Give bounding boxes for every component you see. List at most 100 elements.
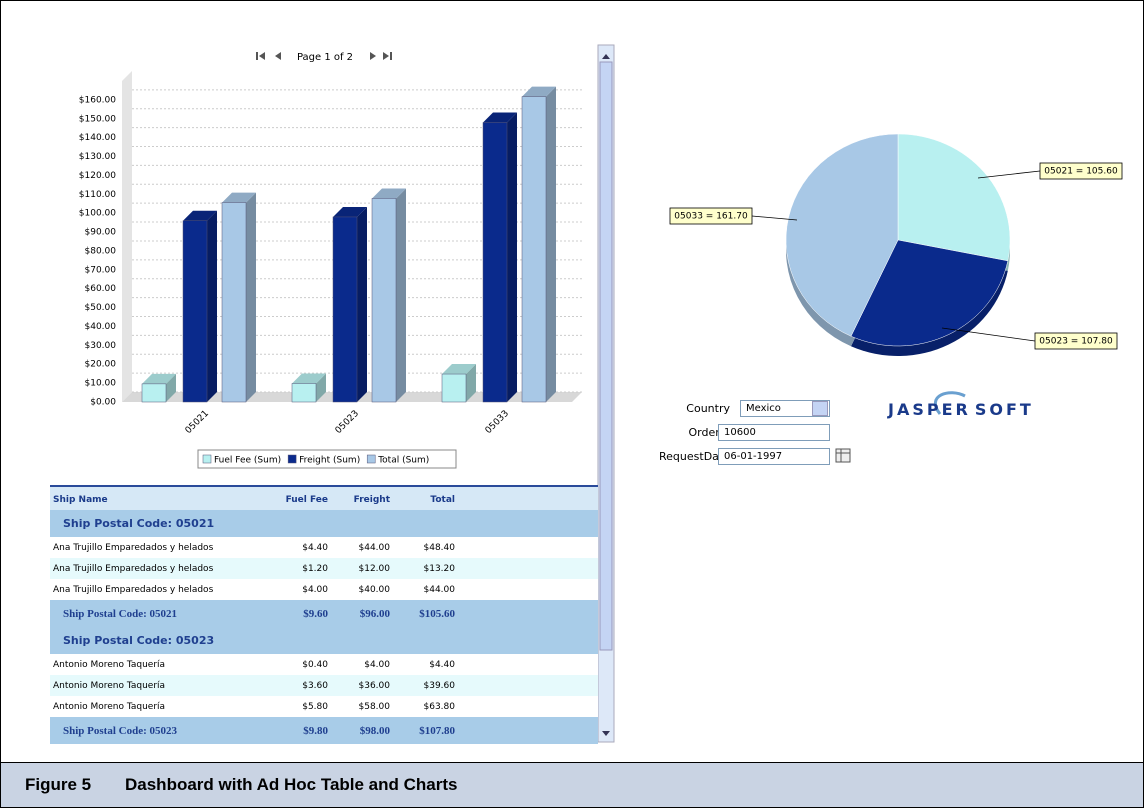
bar-top bbox=[292, 373, 326, 384]
bar-side bbox=[357, 206, 367, 402]
group-footer: Ship Postal Code: 05023 $9.80 $98.00 $107.8… bbox=[50, 717, 598, 744]
bar bbox=[441, 373, 467, 403]
bar bbox=[182, 220, 208, 403]
table-cell: Ana Trujillo Emparedados y helados bbox=[53, 542, 214, 553]
table-cell: $39.60 bbox=[423, 680, 456, 691]
y-tick-label: $0.00 bbox=[90, 398, 116, 408]
table-cell: Fuel Fee bbox=[285, 494, 328, 505]
bar-top bbox=[372, 188, 406, 199]
bar bbox=[332, 216, 358, 403]
logo-swoosh bbox=[933, 391, 966, 415]
table-cell: Total bbox=[430, 494, 455, 505]
scroll-thumb[interactable] bbox=[599, 61, 613, 651]
table-cell: $107.80 bbox=[419, 724, 455, 737]
logo-left: JASPER bbox=[888, 400, 971, 419]
table-cell: $96.00 bbox=[359, 607, 390, 620]
pie-slice bbox=[897, 133, 1011, 262]
table-cell: $13.20 bbox=[423, 563, 456, 574]
bar-top bbox=[522, 86, 556, 97]
legend-label: Total (Sum) bbox=[377, 456, 429, 466]
back-wall bbox=[122, 71, 132, 402]
y-tick-label: $160.00 bbox=[79, 95, 116, 105]
table-header: Ship Name Fuel Fee Freight Total bbox=[50, 485, 598, 512]
bar-side bbox=[166, 373, 176, 402]
y-tick-label: $130.00 bbox=[79, 152, 116, 162]
table-cell: $4.00 bbox=[302, 584, 328, 595]
table-cell: $9.80 bbox=[303, 724, 328, 737]
table-cell: $9.60 bbox=[303, 607, 328, 620]
calendar-icon[interactable] bbox=[835, 448, 851, 463]
pager-icons[interactable] bbox=[256, 52, 392, 60]
legend-swatch bbox=[202, 454, 212, 464]
group-footer: Ship Postal Code: 05021 $9.60 $96.00 $105.6… bbox=[50, 600, 598, 627]
caption-text: Dashboard with Ad Hoc Table and Charts bbox=[125, 775, 458, 794]
y-tick-label: $150.00 bbox=[79, 114, 116, 124]
legend-label: Freight (Sum) bbox=[299, 456, 360, 466]
leader-line bbox=[977, 170, 1041, 179]
table-cell: Antonio Moreno Taquería bbox=[53, 680, 166, 691]
text-input[interactable]: 06-01-1997 bbox=[718, 448, 830, 465]
table-row: Ana Trujillo Emparedados y helados $4.40 $… bbox=[50, 537, 598, 558]
table-row: Antonio Moreno Taquería $5.80 $58.00 $63.80 bbox=[50, 696, 598, 717]
legend-swatch bbox=[366, 454, 376, 464]
table-cell: $40.00 bbox=[358, 584, 391, 595]
bar-top bbox=[333, 206, 367, 217]
bar bbox=[371, 198, 397, 403]
y-tick-label: $120.00 bbox=[79, 171, 116, 181]
y-tick-label: $10.00 bbox=[85, 379, 117, 389]
table-cell: Ship Name bbox=[53, 494, 108, 505]
caption: Figure 5 Dashboard with Ad Hoc Table and… bbox=[0, 762, 1144, 808]
scroll-up[interactable] bbox=[602, 54, 610, 59]
table-cell: $63.80 bbox=[423, 701, 456, 712]
text-input[interactable]: 10600 bbox=[718, 424, 830, 441]
logo: JASPER SOFT bbox=[888, 400, 1034, 419]
pie-slice bbox=[785, 133, 899, 337]
bar bbox=[482, 122, 508, 403]
y-tick-label: $70.00 bbox=[85, 265, 117, 275]
bar-top bbox=[222, 192, 256, 203]
table-cell: Freight bbox=[353, 494, 390, 505]
table-row: Antonio Moreno Taquería $0.40 $4.00 $4.40 bbox=[50, 654, 598, 675]
bar-side bbox=[466, 364, 476, 402]
y-tick-label: $40.00 bbox=[85, 322, 117, 332]
pie-label: 05033 = 161.70 bbox=[674, 212, 748, 222]
bar-top bbox=[142, 373, 176, 384]
logo-right: SOFT bbox=[974, 400, 1034, 419]
leader-line bbox=[751, 215, 798, 221]
table-cell: Ship Postal Code: 05021 bbox=[63, 607, 177, 620]
bar-top bbox=[483, 112, 517, 123]
table-cell: Ship Postal Code: 05023 bbox=[63, 724, 177, 737]
scroll-down[interactable] bbox=[602, 731, 610, 736]
calendar-lines bbox=[836, 449, 850, 462]
y-tick-label: $30.00 bbox=[85, 341, 117, 351]
bar-side bbox=[316, 373, 326, 402]
bar-top bbox=[442, 364, 476, 375]
leader-line bbox=[941, 327, 1036, 342]
table-row: Antonio Moreno Taquería $3.60 $36.00 $39.60 bbox=[50, 675, 598, 696]
country-select[interactable]: Mexico bbox=[740, 400, 830, 417]
table-cell: $4.40 bbox=[302, 542, 328, 553]
x-tick-label: 05033 bbox=[484, 409, 511, 436]
bar-top bbox=[183, 210, 217, 221]
x-tick-label: 05021 bbox=[184, 409, 211, 436]
bar bbox=[141, 383, 167, 403]
y-tick-label: $20.00 bbox=[85, 360, 117, 370]
pie-label: 05023 = 107.80 bbox=[1039, 337, 1113, 347]
legend-swatch bbox=[287, 454, 297, 464]
y-tick-label: $100.00 bbox=[79, 209, 116, 219]
table-row: Ana Trujillo Emparedados y helados $1.20 $… bbox=[50, 558, 598, 579]
table-cell: $58.00 bbox=[358, 701, 391, 712]
bar-side bbox=[207, 210, 217, 402]
y-tick-label: $90.00 bbox=[85, 228, 117, 238]
dashboard: Page 1 of 2 $0.00 $10.00 $20.00 $30.00 $40.0… bbox=[79, 44, 1123, 743]
y-tick-label: $60.00 bbox=[85, 284, 117, 294]
pie-slice bbox=[850, 239, 1009, 347]
select-arrow[interactable] bbox=[812, 401, 828, 416]
table-cell: $98.00 bbox=[359, 724, 390, 737]
pie-label-box bbox=[669, 207, 753, 225]
legend bbox=[197, 449, 457, 469]
table-cell: Ana Trujillo Emparedados y helados bbox=[53, 584, 214, 595]
legend-label: Fuel Fee (Sum) bbox=[214, 456, 281, 466]
table-cell: $4.00 bbox=[364, 659, 390, 670]
